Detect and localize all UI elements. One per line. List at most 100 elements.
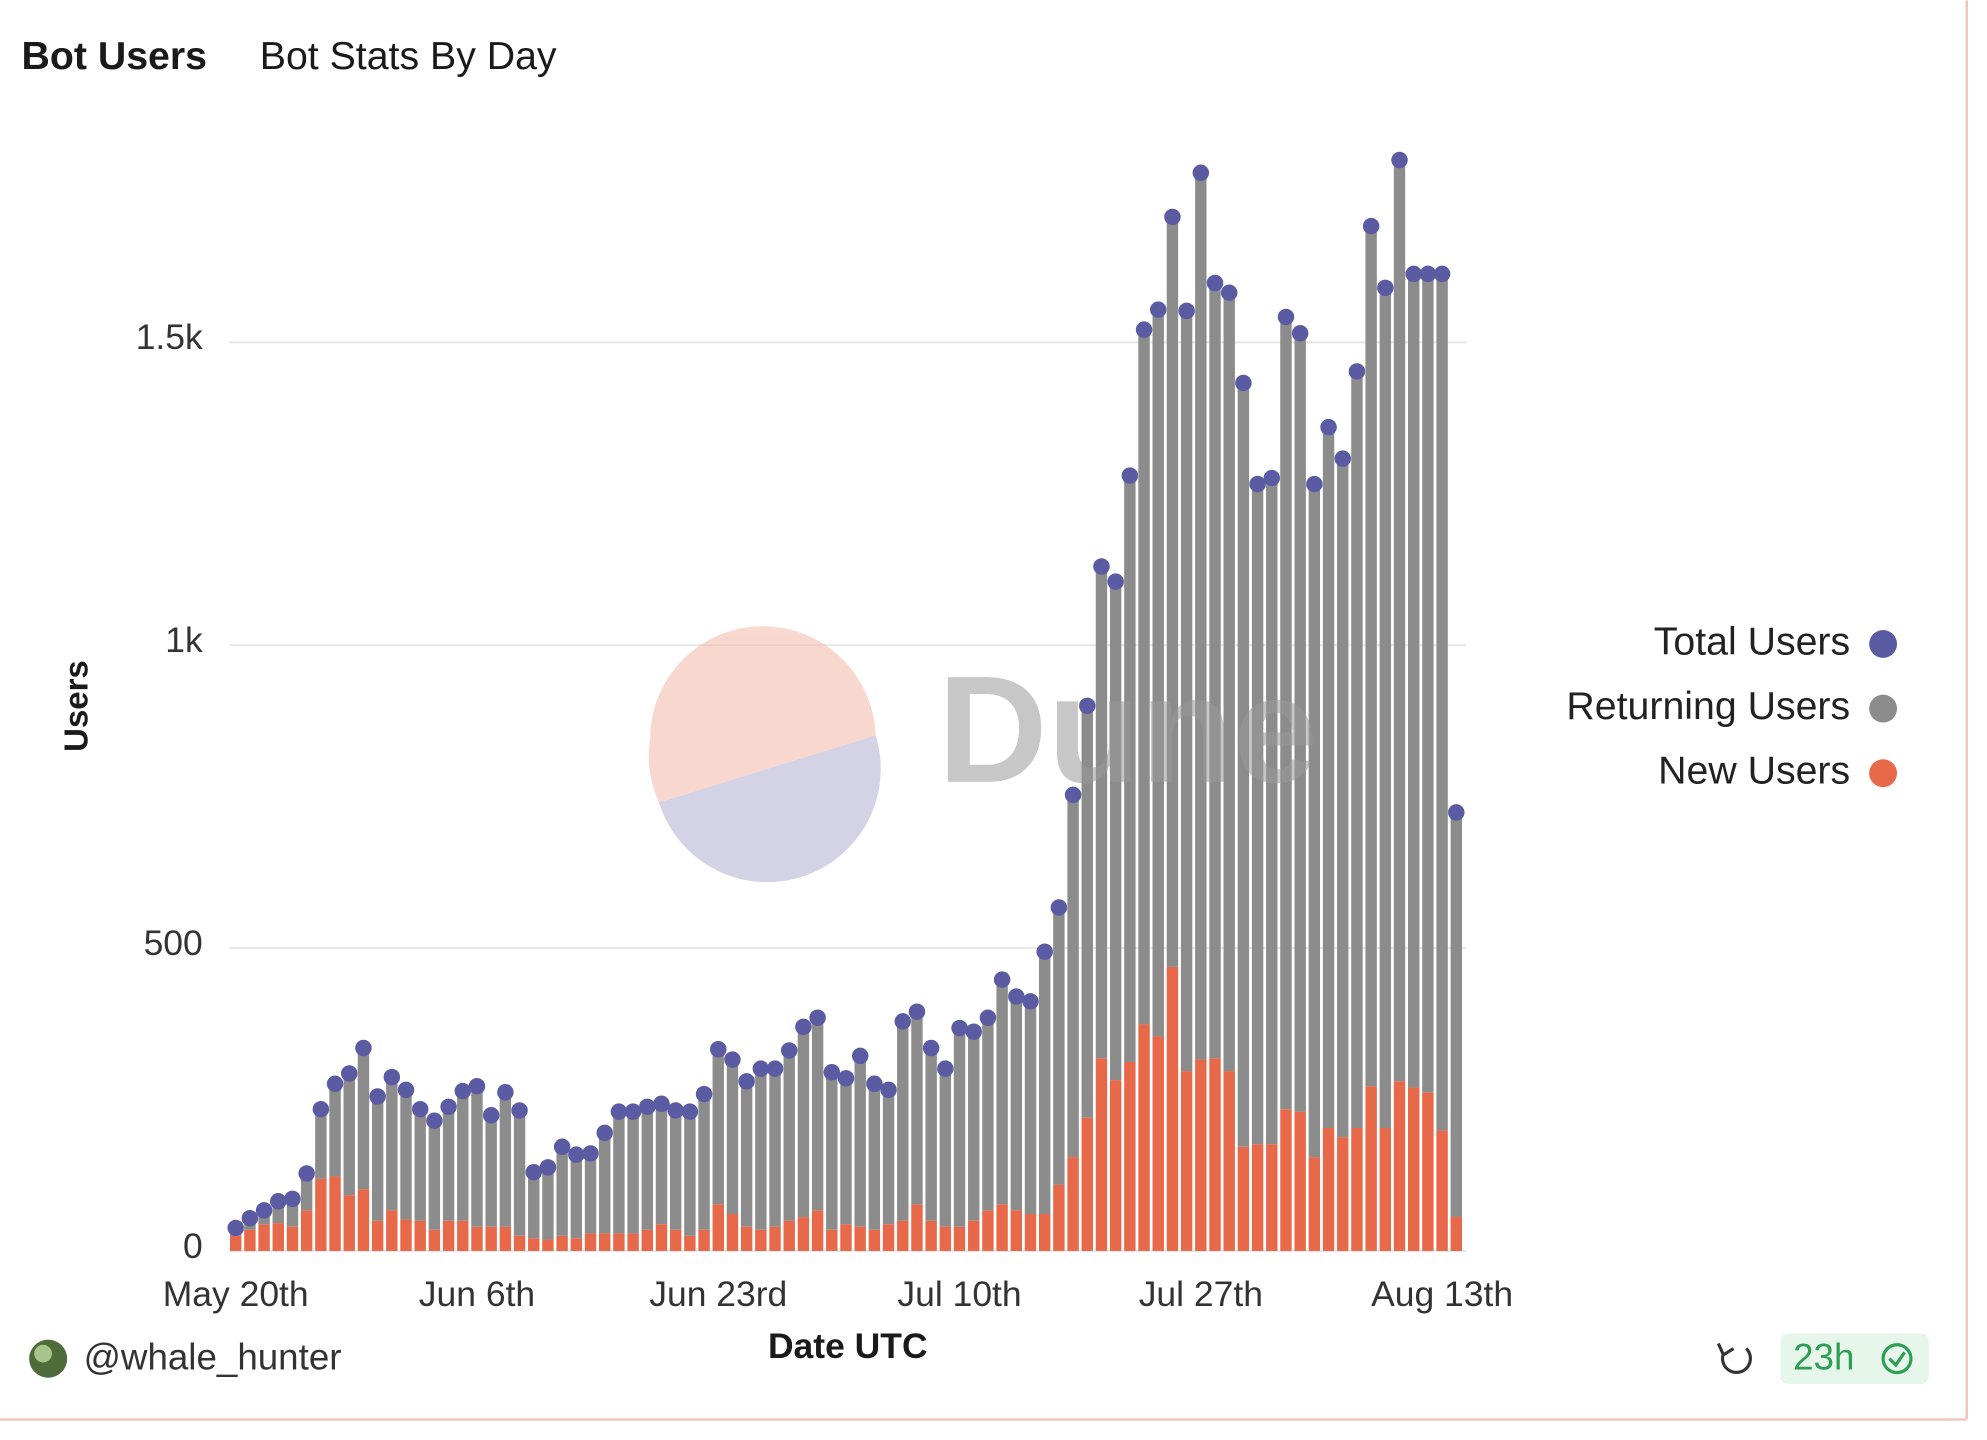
data-dot: [851, 1047, 869, 1065]
bar-segment: [911, 1204, 923, 1251]
bar-segment: [797, 1026, 810, 1218]
legend-swatch: [1869, 759, 1898, 788]
bar-segment: [1109, 1080, 1122, 1251]
bar-segment: [471, 1226, 483, 1251]
bar-segment: [599, 1233, 611, 1251]
bar-segment: [1081, 1117, 1093, 1251]
bar-segment: [897, 1021, 909, 1221]
bar-segment: [1223, 1071, 1235, 1251]
data-dot: [1306, 475, 1323, 493]
bar-segment: [698, 1229, 710, 1251]
bar-segment: [684, 1111, 696, 1236]
bar-segment: [854, 1226, 866, 1251]
bar-segment: [882, 1089, 895, 1225]
bar-segment: [1053, 1184, 1065, 1251]
bar-segment: [1180, 310, 1193, 1072]
bar-segment: [797, 1217, 810, 1251]
bar-segment: [1280, 1109, 1292, 1251]
bar-segment: [868, 1083, 881, 1230]
data-dot: [426, 1112, 443, 1129]
refresh-icon[interactable]: [1720, 1347, 1752, 1375]
data-dot: [284, 1190, 301, 1208]
bar-segment: [457, 1091, 469, 1221]
data-dot: [383, 1068, 401, 1086]
data-dot: [795, 1018, 812, 1036]
bar-segment: [726, 1214, 739, 1251]
bar-segment: [400, 1089, 412, 1220]
data-dot: [1419, 265, 1437, 283]
bar-segment: [755, 1068, 767, 1230]
check-icon: [1881, 1343, 1913, 1375]
bar-segment: [953, 1226, 966, 1251]
x-tick-label: Jun 23rd: [649, 1274, 787, 1314]
data-dot: [681, 1103, 699, 1120]
bar-segment: [826, 1229, 838, 1251]
data-dot: [1220, 284, 1238, 301]
bar-segment: [1010, 1210, 1023, 1251]
data-dot: [610, 1103, 628, 1120]
bar-segment: [740, 1081, 753, 1227]
bar-segment: [1152, 309, 1164, 1037]
bar-segment: [1195, 172, 1207, 1060]
bar-segment: [655, 1103, 668, 1225]
data-dot: [1362, 217, 1380, 235]
data-dot: [894, 1013, 912, 1030]
watermark-logo: [650, 626, 876, 740]
data-dot: [241, 1210, 259, 1227]
legend-label: New Users: [1658, 749, 1850, 793]
y-tick-label: 1k: [165, 620, 203, 660]
bar-segment: [244, 1229, 256, 1251]
bar-segment: [712, 1049, 724, 1205]
bar-segment: [868, 1229, 881, 1251]
bar-segment: [386, 1077, 398, 1211]
data-dot: [1291, 325, 1309, 342]
data-dot: [1093, 558, 1110, 575]
data-dot: [1348, 363, 1366, 380]
data-dot: [511, 1102, 528, 1119]
bar-segment: [1010, 996, 1023, 1211]
bar-segment: [840, 1078, 852, 1225]
author[interactable]: @whale_hunter: [84, 1337, 342, 1378]
tab[interactable]: Bot Users: [22, 34, 207, 78]
bar-segment: [882, 1224, 895, 1251]
data-dot: [227, 1219, 244, 1237]
bar-segment: [513, 1235, 526, 1251]
data-dot: [1277, 308, 1295, 326]
grid: 0 500 1k 1.5k May 20th Jun 6th Jun 23rd Jul 10t…: [136, 317, 1513, 1314]
bar-segment: [769, 1068, 781, 1227]
bar-segment: [485, 1115, 497, 1227]
bar-segment: [897, 1220, 909, 1251]
bar-segment: [471, 1086, 483, 1227]
bar-segment: [911, 1011, 923, 1205]
refresh-icon: [1716, 1342, 1735, 1358]
tab[interactable]: Bot Stats By Day: [260, 34, 557, 78]
bar-segment: [315, 1109, 327, 1179]
data-dot: [624, 1103, 642, 1120]
bar-segment: [1450, 812, 1462, 1218]
bar-segment: [1237, 382, 1250, 1147]
y-tick-label: 500: [144, 923, 203, 963]
watermark: Dune: [648, 626, 1318, 883]
bar-segment: [371, 1220, 384, 1251]
legend-label: Total Users: [1654, 619, 1850, 663]
bar-segment: [1450, 1217, 1462, 1251]
data-dot: [866, 1075, 883, 1093]
data-dot: [1377, 279, 1394, 297]
x-tick-label: May 20th: [163, 1274, 309, 1314]
data-dot: [738, 1073, 755, 1090]
bar-segment: [300, 1173, 313, 1211]
bar-segment: [357, 1189, 370, 1251]
bar-segment: [286, 1198, 299, 1227]
bar-segment: [641, 1229, 653, 1251]
bar-segment: [1422, 273, 1434, 1093]
bar-segment: [230, 1235, 242, 1251]
bar-segment: [599, 1132, 611, 1234]
bar-segment: [925, 1220, 937, 1251]
bar-segment: [400, 1219, 412, 1251]
data-dot: [1433, 265, 1451, 283]
bar-segment: [1408, 273, 1420, 1088]
bar-segment: [485, 1226, 497, 1251]
bar-segment: [1308, 1157, 1321, 1251]
bar-segment: [1337, 458, 1349, 1138]
bar-segment: [513, 1110, 526, 1236]
